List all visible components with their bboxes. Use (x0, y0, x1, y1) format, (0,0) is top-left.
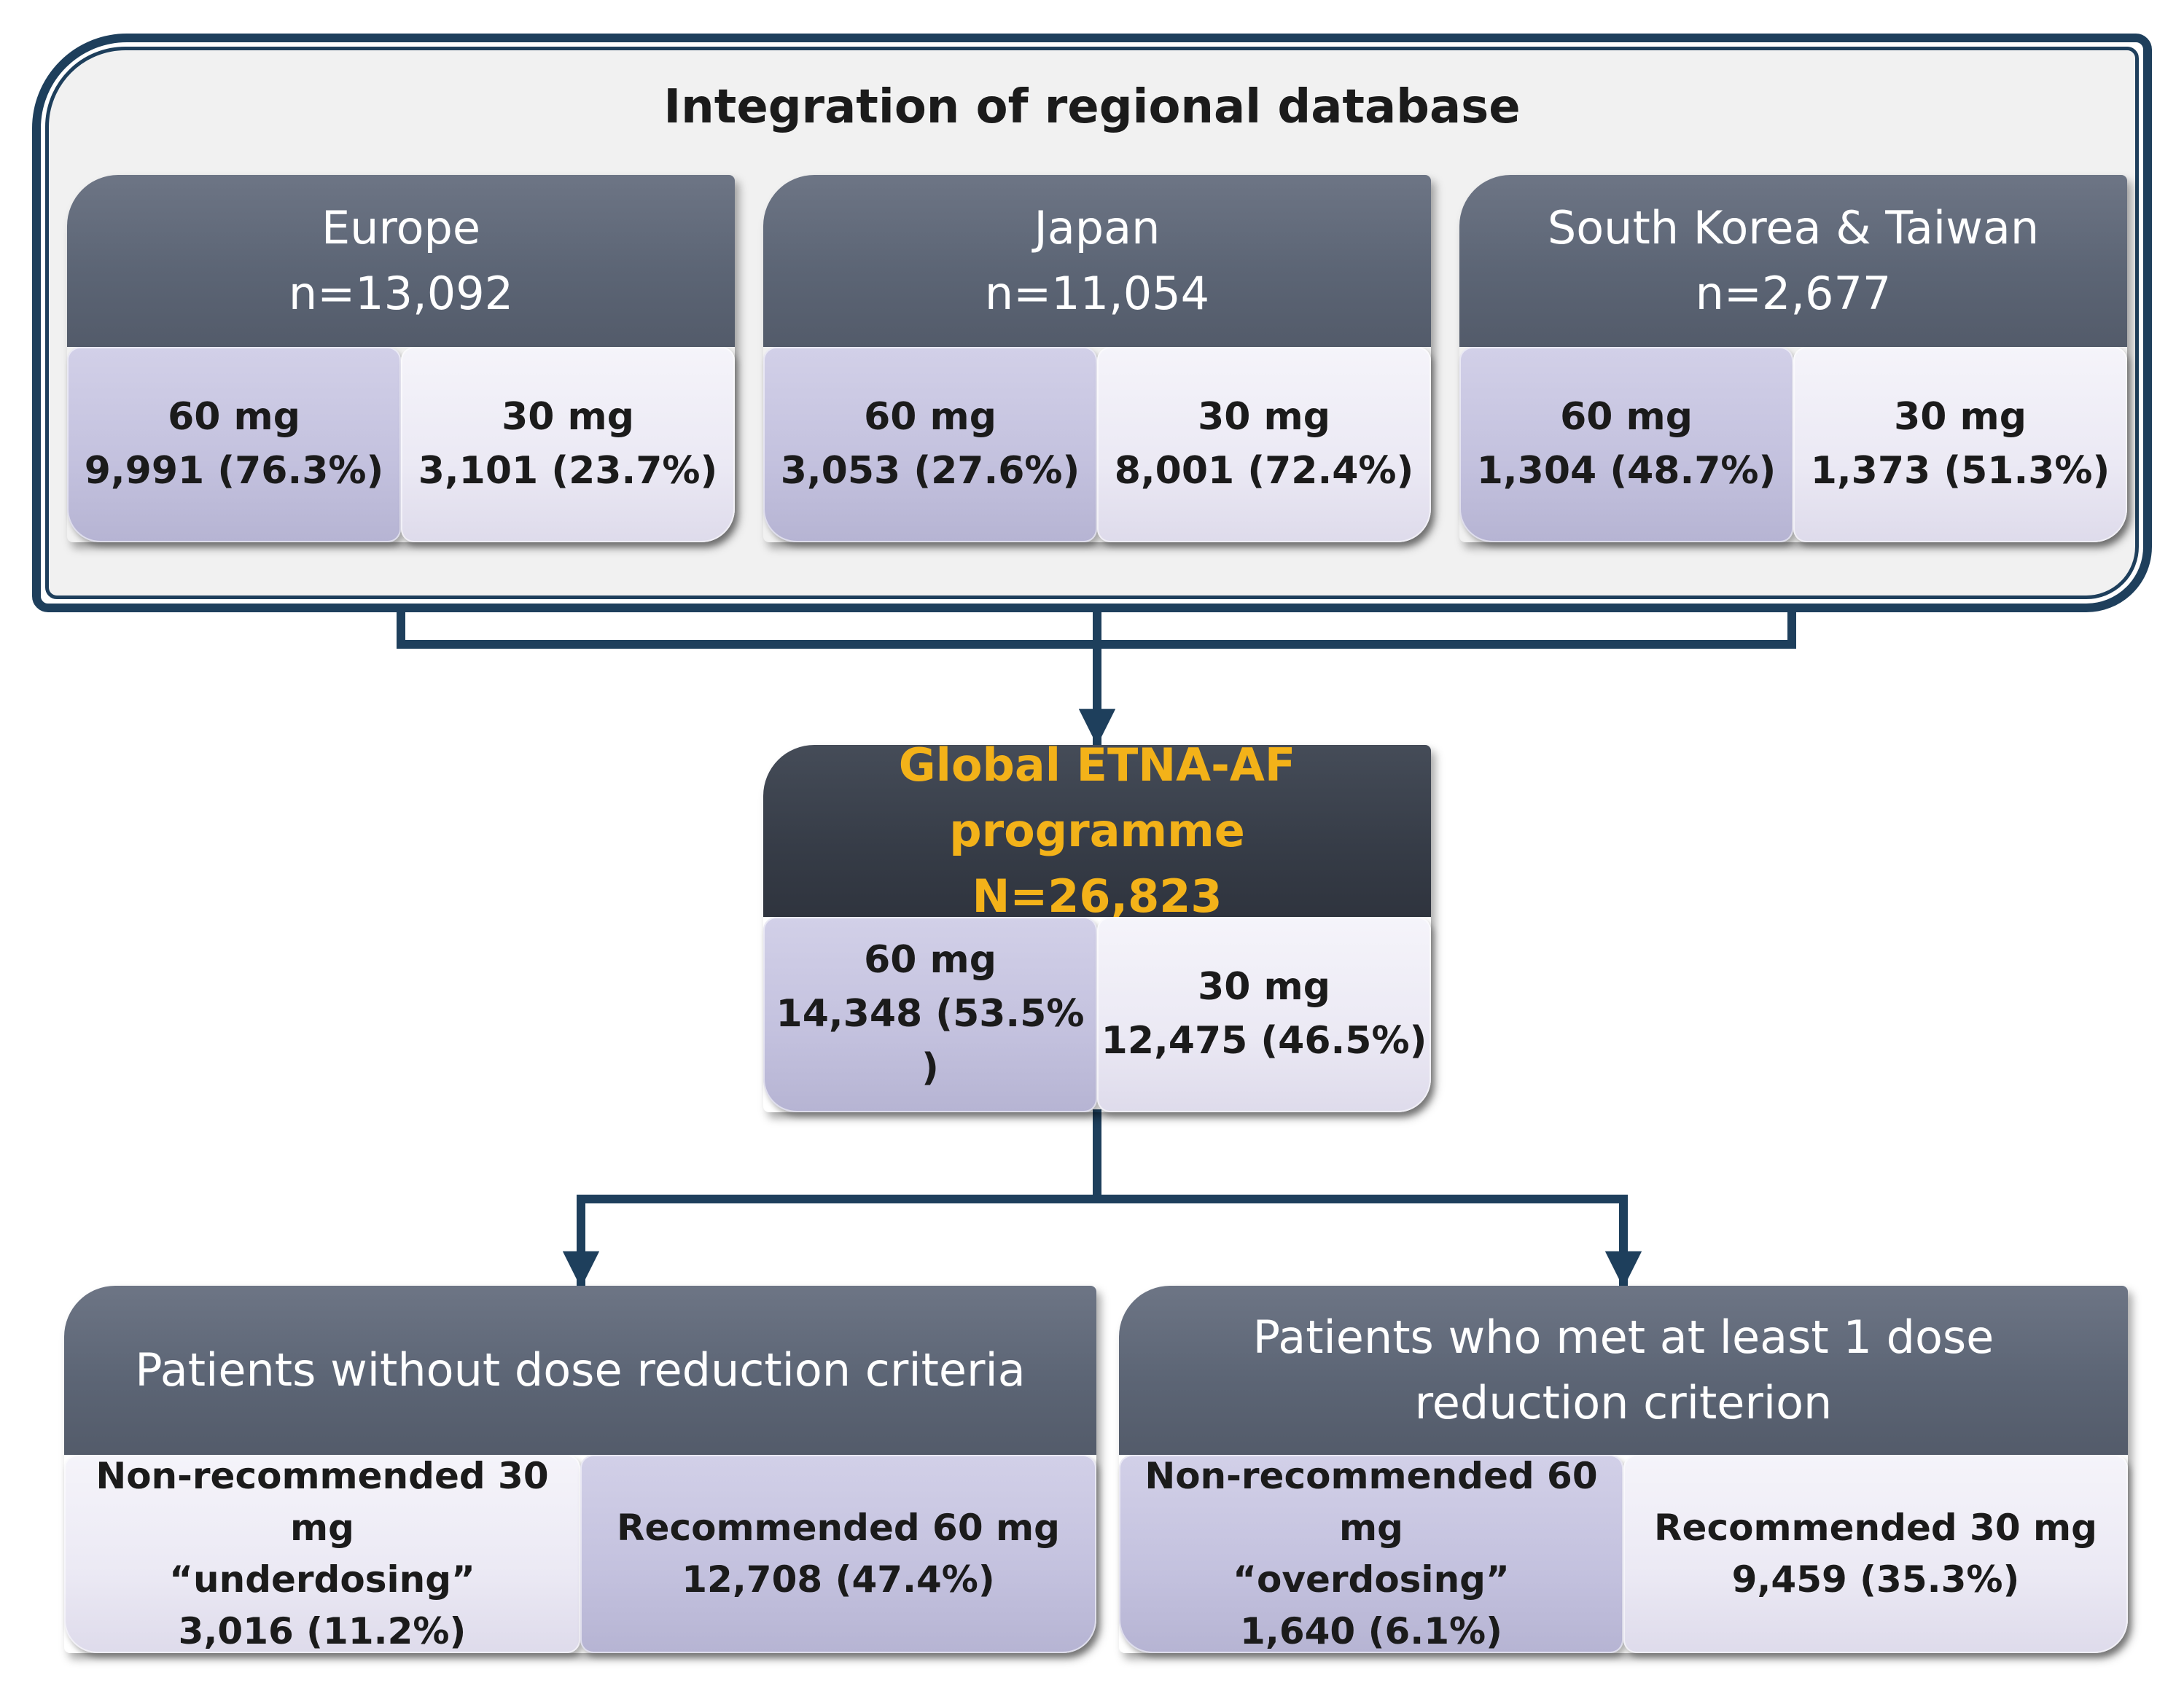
dose-value: 3,101 (23.7%) (418, 449, 718, 493)
dose-label: 60 mg (864, 395, 997, 440)
region-count: n=13,092 (288, 267, 514, 320)
dose-label: 60 mg (1560, 395, 1693, 440)
overdosing-cell: Non-recommended 60 mg “overdosing” 1,640… (1119, 1455, 1623, 1653)
dose-label: 30 mg (1198, 395, 1330, 440)
dose-label: 30 mg (502, 395, 634, 440)
underdosing-label: Non-recommended 30 mg (95, 1455, 549, 1549)
dose-value: 1,373 (51.3%) (1810, 449, 2110, 493)
global-programme-card: Global ETNA-AF programme N=26,823 60 mg … (763, 738, 1431, 1112)
region-count: n=2,677 (1695, 267, 1892, 320)
dose-60mg-cell: 60 mg 1,304 (48.7%) (1459, 347, 1793, 542)
region-header-south-korea-taiwan: South Korea & Taiwan n=2,677 (1459, 175, 2127, 347)
dose-value: 9,991 (76.3%) (84, 449, 384, 493)
dose-label: 60 mg (864, 938, 997, 983)
dose-30mg-cell: 30 mg 3,101 (23.7%) (401, 347, 735, 542)
region-name: South Korea & Taiwan (1547, 201, 2040, 255)
group-title: Patients without dose reduction criteria (135, 1343, 1026, 1397)
dose-value: 12,475 (46.5%) (1101, 1019, 1427, 1063)
recommended-value: 12,708 (47.4%) (682, 1558, 995, 1601)
dose-60mg-cell: 60 mg 14,348 (53.5% ) (763, 917, 1097, 1112)
group-card-no-reduction-criteria: Patients without dose reduction criteria… (64, 1286, 1096, 1653)
recommended-label: Recommended 60 mg (617, 1507, 1060, 1549)
overdosing-label: Non-recommended 60 mg (1144, 1455, 1598, 1549)
dose-value: 8,001 (72.4%) (1114, 449, 1414, 493)
global-programme-header: Global ETNA-AF programme N=26,823 (763, 738, 1431, 923)
dose-label: 30 mg (1198, 965, 1330, 1010)
group-header: Patients without dose reduction criteria (64, 1286, 1096, 1455)
underdosing-tag: “underdosing” (169, 1558, 475, 1601)
region-header-europe: Europe n=13,092 (67, 175, 735, 347)
global-title: Global ETNA-AF programme (898, 738, 1296, 858)
group-card-met-reduction-criterion: Patients who met at least 1 dose reducti… (1119, 1286, 2128, 1653)
dose-label: 30 mg (1894, 395, 2027, 440)
region-header-japan: Japan n=11,054 (763, 175, 1431, 347)
overdosing-value: 1,640 (6.1%) (1240, 1610, 1502, 1652)
recommended-60mg-cell: Recommended 60 mg 12,708 (47.4%) (580, 1455, 1096, 1653)
dose-value: 3,053 (27.6%) (780, 449, 1080, 493)
region-name: Japan (1034, 201, 1161, 255)
region-card-south-korea-taiwan: South Korea & Taiwan n=2,677 60 mg 1,304… (1459, 175, 2127, 542)
underdosing-cell: Non-recommended 30 mg “underdosing” 3,01… (64, 1455, 580, 1653)
region-count: n=11,054 (984, 267, 1210, 320)
underdosing-value: 3,016 (11.2%) (178, 1610, 467, 1652)
group-title-line-1: Patients who met at least 1 dose (1252, 1311, 1994, 1364)
recommended-label: Recommended 30 mg (1654, 1507, 2097, 1549)
region-name: Europe (321, 201, 481, 255)
dose-value: 14,348 (53.5% ) (776, 992, 1085, 1090)
global-split-connector (577, 1109, 1101, 1203)
dose-30mg-cell: 30 mg 8,001 (72.4%) (1097, 347, 1431, 542)
dose-30mg-cell: 30 mg 12,475 (46.5%) (1097, 917, 1431, 1112)
dose-label: 60 mg (168, 395, 300, 440)
overdosing-tag: “overdosing” (1233, 1558, 1510, 1601)
dose-30mg-cell: 30 mg 1,373 (51.3%) (1793, 347, 2127, 542)
group-header: Patients who met at least 1 dose reducti… (1119, 1286, 2128, 1455)
dose-60mg-cell: 60 mg 9,991 (76.3%) (67, 347, 401, 542)
region-card-europe: Europe n=13,092 60 mg 9,991 (76.3%) 30 m… (67, 175, 735, 542)
recommended-value: 9,459 (35.3%) (1731, 1558, 2020, 1601)
dose-value: 1,304 (48.7%) (1476, 449, 1777, 493)
dose-60mg-cell: 60 mg 3,053 (27.6%) (763, 347, 1097, 542)
regional-database-title: Integration of regional database (663, 80, 1521, 134)
recommended-30mg-cell: Recommended 30 mg 9,459 (35.3%) (1623, 1455, 2128, 1653)
global-count: N=26,823 (972, 869, 1222, 923)
region-card-japan: Japan n=11,054 60 mg 3,053 (27.6%) 30 mg… (763, 175, 1431, 542)
group-title-line-2: reduction criterion (1414, 1376, 1833, 1429)
